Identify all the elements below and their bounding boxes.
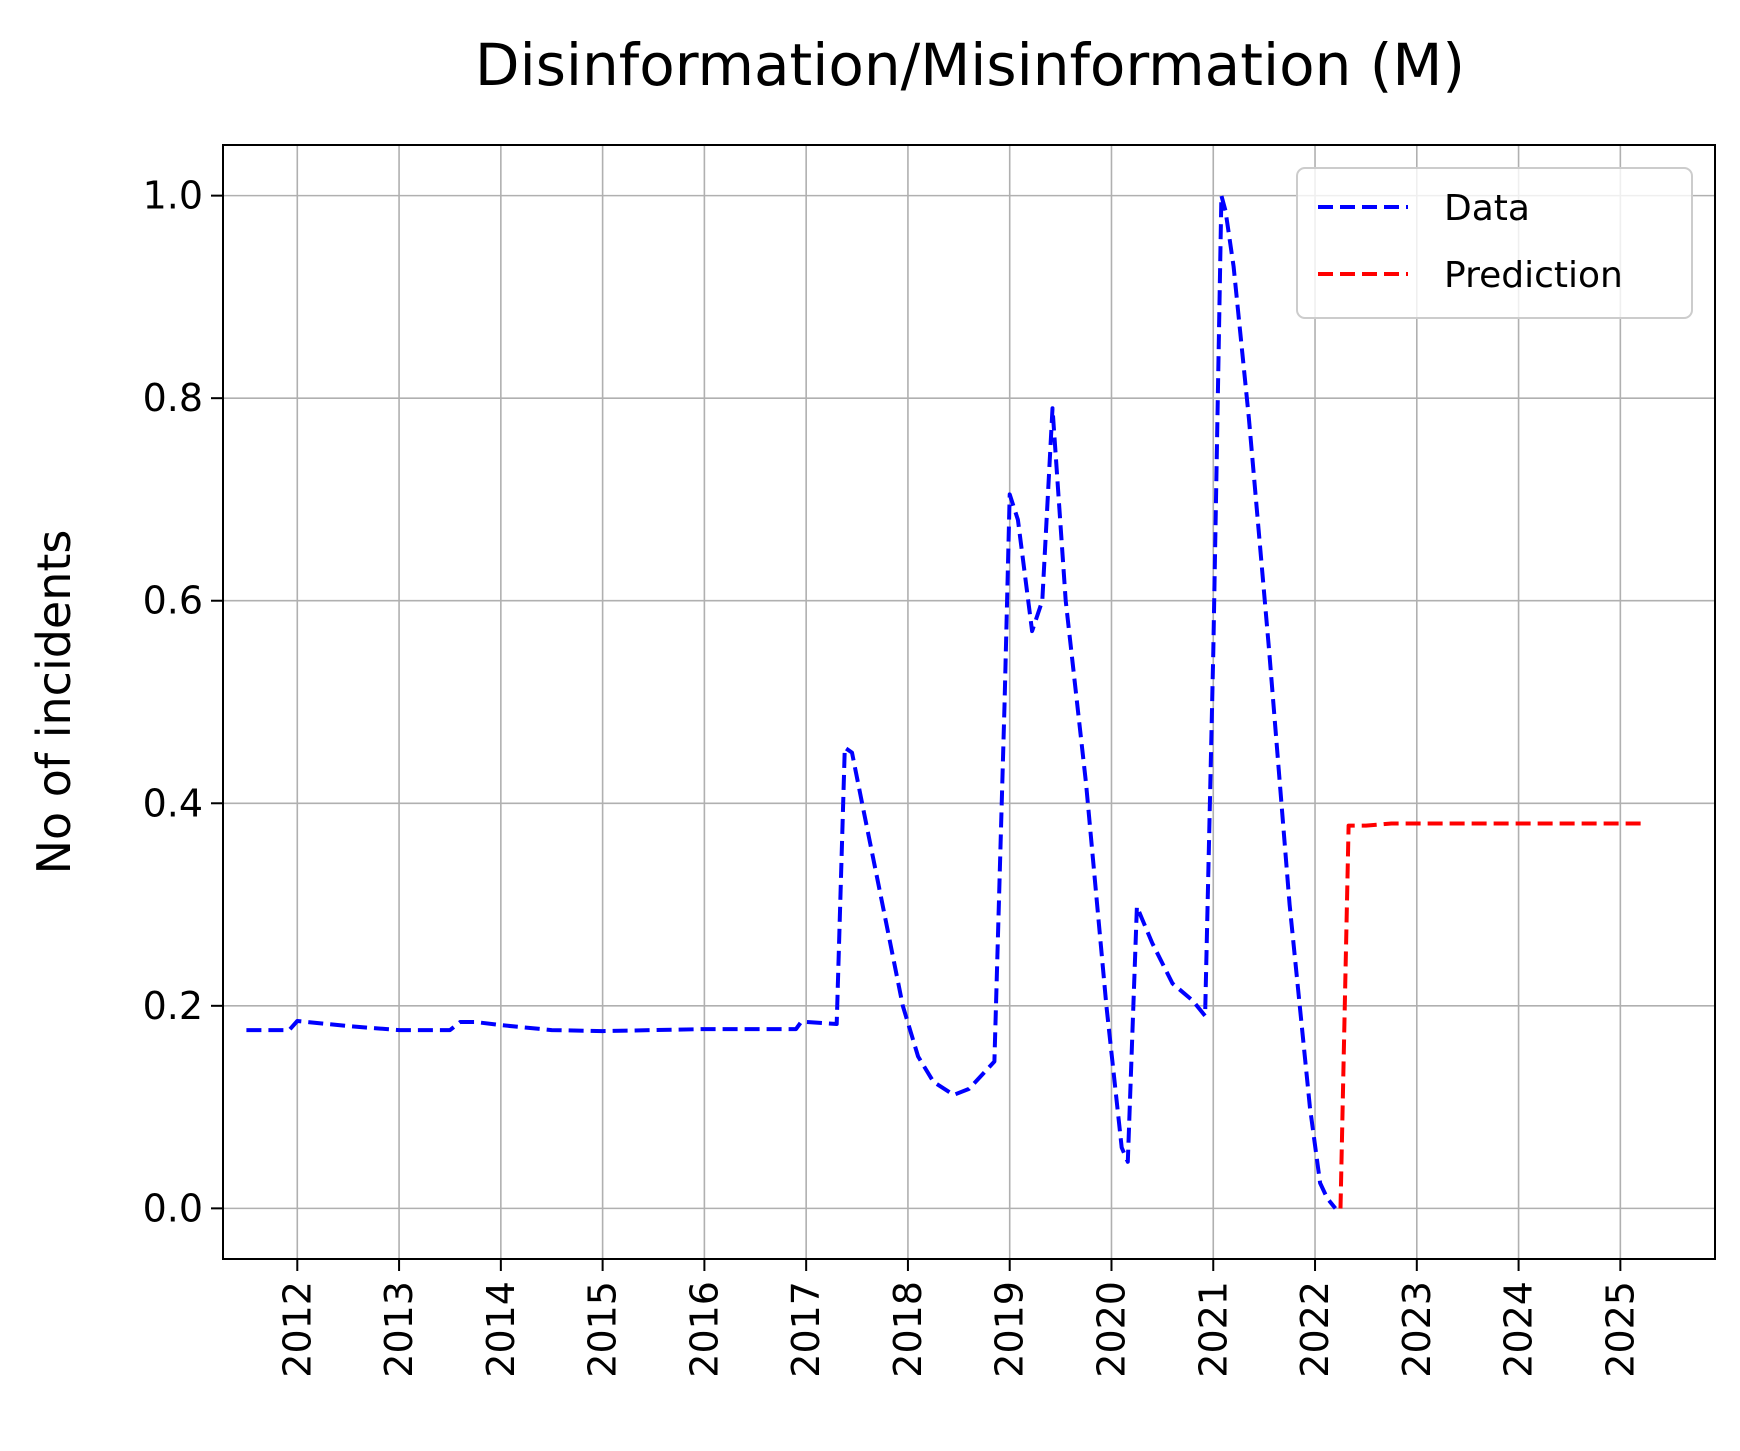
y-tick-label: 0.2 <box>143 984 203 1028</box>
y-tick-label: 0.6 <box>143 579 203 623</box>
x-axis: 2012 2013 2014 2015 2016 2017 2018 2019 2020 2021… <box>275 1259 1642 1378</box>
x-tick-label: 2014 <box>479 1281 523 1378</box>
x-tick-label: 2018 <box>886 1281 930 1378</box>
x-tick-label: 2015 <box>581 1281 625 1378</box>
y-tick-label: 0.4 <box>143 781 203 825</box>
x-tick-label: 2016 <box>682 1281 726 1378</box>
x-tick-label: 2013 <box>377 1281 421 1378</box>
x-tick-label: 2017 <box>784 1281 828 1378</box>
x-tick-label: 2025 <box>1598 1281 1642 1378</box>
x-tick-label: 2012 <box>275 1281 319 1378</box>
plot-frame <box>222 144 1716 1260</box>
series-line-prediction <box>1338 821 1646 1209</box>
x-tick-label: 2022 <box>1293 1281 1337 1378</box>
x-tick-label: 2019 <box>988 1281 1032 1378</box>
y-tick-label: 0.8 <box>143 376 203 420</box>
y-axis-label: No of incidents <box>27 530 81 875</box>
legend: Data Prediction <box>1296 167 1693 319</box>
x-tick-label: 2024 <box>1497 1281 1541 1378</box>
y-tick-label: 0.0 <box>143 1186 203 1230</box>
x-tick-label: 2020 <box>1089 1281 1133 1378</box>
y-axis: 0.0 0.2 0.4 0.6 0.8 1.0 <box>143 174 223 1230</box>
x-tick-label: 2023 <box>1395 1281 1439 1378</box>
series-layer <box>246 193 1646 1210</box>
legend-label-prediction: Prediction <box>1444 255 1623 296</box>
chart-title: Disinformation/Misinformation (M) <box>475 31 1465 99</box>
series-line-data <box>246 193 1337 1210</box>
y-tick-label: 1.0 <box>143 174 203 218</box>
legend-label-data: Data <box>1444 188 1530 229</box>
x-tick-label: 2021 <box>1191 1281 1235 1378</box>
